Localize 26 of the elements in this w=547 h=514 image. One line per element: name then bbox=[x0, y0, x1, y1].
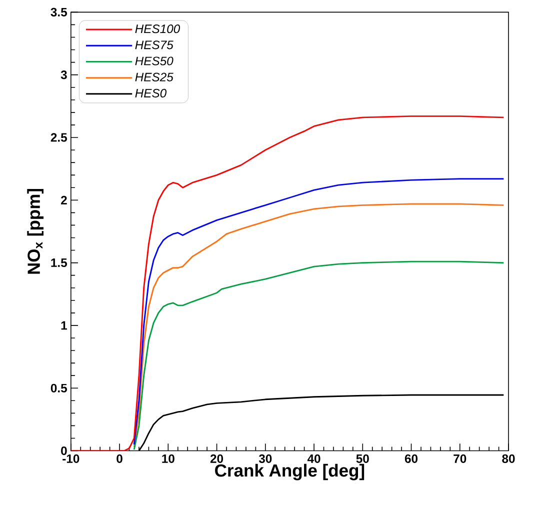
x-tick-label: 0 bbox=[116, 454, 122, 464]
y-tick-label: 0 bbox=[61, 446, 67, 456]
x-tick-label: 50 bbox=[356, 454, 369, 464]
y-tick-label: 3 bbox=[60, 70, 67, 80]
x-axis-title: Crank Angle [deg] bbox=[215, 464, 364, 480]
x-tick-label: -10 bbox=[62, 454, 80, 464]
legend-label: HES100 bbox=[135, 24, 180, 34]
x-tick-label: 10 bbox=[162, 454, 174, 464]
x-tick-label: 80 bbox=[502, 454, 515, 464]
y-tick-label: 2 bbox=[60, 196, 67, 205]
legend-label: HES75 bbox=[135, 40, 174, 50]
y-axis-title: NO$_{x}$ [ppm] bbox=[27, 189, 44, 274]
y-tick-label: 1.5 bbox=[51, 258, 67, 268]
y-tick-label: 3.5 bbox=[50, 8, 67, 17]
x-tick-label: 70 bbox=[454, 454, 466, 464]
x-tick-label: 20 bbox=[210, 454, 224, 464]
y-tick-label: 1 bbox=[61, 321, 67, 330]
x-tick-label: 60 bbox=[404, 454, 418, 464]
y-tick-label: 0.5 bbox=[50, 384, 67, 393]
y-tick-label: 2.5 bbox=[50, 133, 67, 142]
x-tick-label: 30 bbox=[258, 454, 272, 464]
x-tick-label: 40 bbox=[307, 454, 320, 464]
legend-label: HES50 bbox=[135, 56, 174, 66]
legend-label: HES0 bbox=[135, 89, 166, 98]
line-series bbox=[133, 261, 504, 450]
legend-label: HES25 bbox=[135, 72, 174, 82]
